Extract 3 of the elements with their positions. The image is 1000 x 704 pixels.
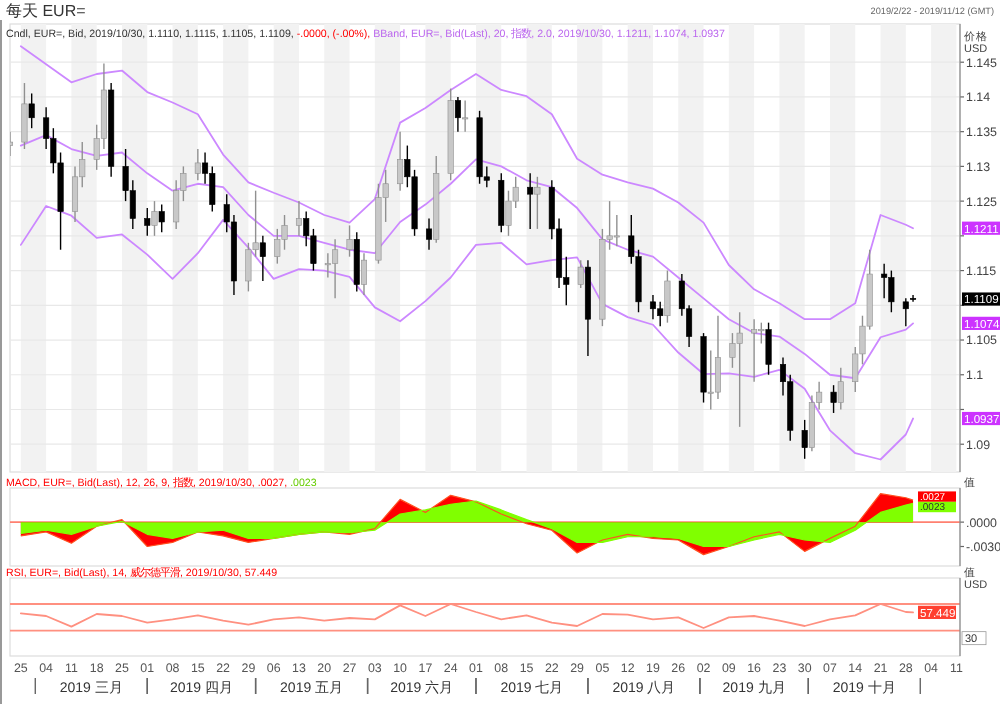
chart-title: 每天 EUR=	[6, 2, 87, 20]
line-series	[19, 205, 914, 461]
line-series	[19, 45, 914, 321]
